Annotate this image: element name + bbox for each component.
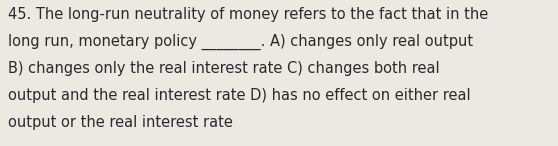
Text: long run, monetary policy ________. A) changes only real output: long run, monetary policy ________. A) c… [8, 34, 474, 50]
Text: 45. The long-run neutrality of money refers to the fact that in the: 45. The long-run neutrality of money ref… [8, 7, 489, 22]
Text: output and the real interest rate D) has no effect on either real: output and the real interest rate D) has… [8, 88, 471, 103]
Text: output or the real interest rate: output or the real interest rate [8, 115, 233, 130]
Text: B) changes only the real interest rate C) changes both real: B) changes only the real interest rate C… [8, 61, 440, 76]
